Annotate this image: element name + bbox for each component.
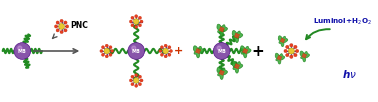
Circle shape xyxy=(163,48,169,54)
Circle shape xyxy=(290,44,293,47)
Polygon shape xyxy=(219,70,224,75)
Circle shape xyxy=(109,46,112,49)
Circle shape xyxy=(217,46,221,50)
Circle shape xyxy=(138,83,141,86)
Circle shape xyxy=(105,55,108,58)
Circle shape xyxy=(54,25,58,28)
Circle shape xyxy=(284,49,287,53)
Circle shape xyxy=(131,24,134,27)
Circle shape xyxy=(169,49,172,53)
Circle shape xyxy=(133,19,139,24)
Polygon shape xyxy=(234,64,240,69)
Circle shape xyxy=(104,48,110,54)
Circle shape xyxy=(138,24,141,27)
Polygon shape xyxy=(277,56,282,60)
Circle shape xyxy=(59,23,65,29)
Text: MB: MB xyxy=(132,48,141,54)
Circle shape xyxy=(135,84,138,87)
Circle shape xyxy=(296,49,299,53)
Circle shape xyxy=(56,21,59,24)
Circle shape xyxy=(138,16,141,19)
Polygon shape xyxy=(232,61,243,73)
Polygon shape xyxy=(219,27,224,32)
Polygon shape xyxy=(195,48,201,54)
Polygon shape xyxy=(240,46,251,58)
Circle shape xyxy=(288,48,294,54)
Text: h$\nu$: h$\nu$ xyxy=(342,68,357,80)
Circle shape xyxy=(60,30,63,34)
Polygon shape xyxy=(302,53,307,58)
Circle shape xyxy=(109,53,112,56)
Polygon shape xyxy=(275,53,285,64)
Circle shape xyxy=(135,15,138,18)
Circle shape xyxy=(18,46,22,50)
Text: MB: MB xyxy=(217,48,226,54)
Circle shape xyxy=(131,75,134,78)
Polygon shape xyxy=(217,24,228,36)
Circle shape xyxy=(160,46,163,49)
Circle shape xyxy=(131,83,134,86)
Text: Luminol+H$_2$O$_2$: Luminol+H$_2$O$_2$ xyxy=(313,17,372,27)
Circle shape xyxy=(168,46,171,49)
Text: +: + xyxy=(174,46,183,56)
Circle shape xyxy=(159,49,162,53)
Circle shape xyxy=(131,16,134,19)
Circle shape xyxy=(60,19,63,23)
Circle shape xyxy=(56,29,59,32)
Circle shape xyxy=(294,53,297,57)
Circle shape xyxy=(135,74,138,77)
Text: PNC: PNC xyxy=(70,21,88,30)
Circle shape xyxy=(132,46,136,50)
Circle shape xyxy=(135,25,138,28)
Circle shape xyxy=(101,53,105,56)
Circle shape xyxy=(101,46,105,49)
Circle shape xyxy=(64,21,67,24)
Polygon shape xyxy=(300,51,310,62)
Circle shape xyxy=(105,44,108,47)
Circle shape xyxy=(14,43,31,59)
Circle shape xyxy=(160,53,163,56)
Polygon shape xyxy=(232,30,243,43)
Circle shape xyxy=(286,53,289,57)
Polygon shape xyxy=(194,46,204,58)
Circle shape xyxy=(140,79,143,82)
Circle shape xyxy=(138,75,141,78)
Circle shape xyxy=(286,45,289,49)
Text: MB: MB xyxy=(18,48,27,54)
Text: +: + xyxy=(252,43,264,59)
Circle shape xyxy=(213,43,230,59)
Circle shape xyxy=(168,53,171,56)
Circle shape xyxy=(164,55,167,58)
Circle shape xyxy=(294,45,297,49)
Polygon shape xyxy=(234,33,240,38)
Circle shape xyxy=(290,55,293,58)
Circle shape xyxy=(164,44,167,47)
Polygon shape xyxy=(278,36,288,47)
Circle shape xyxy=(100,49,103,53)
Circle shape xyxy=(129,20,132,23)
Circle shape xyxy=(133,78,139,83)
Circle shape xyxy=(64,29,67,32)
Polygon shape xyxy=(217,67,228,79)
Circle shape xyxy=(110,49,114,53)
Circle shape xyxy=(140,20,143,23)
Circle shape xyxy=(65,25,69,28)
Circle shape xyxy=(129,79,132,82)
Polygon shape xyxy=(280,38,285,43)
Circle shape xyxy=(128,43,144,59)
Polygon shape xyxy=(243,48,248,54)
